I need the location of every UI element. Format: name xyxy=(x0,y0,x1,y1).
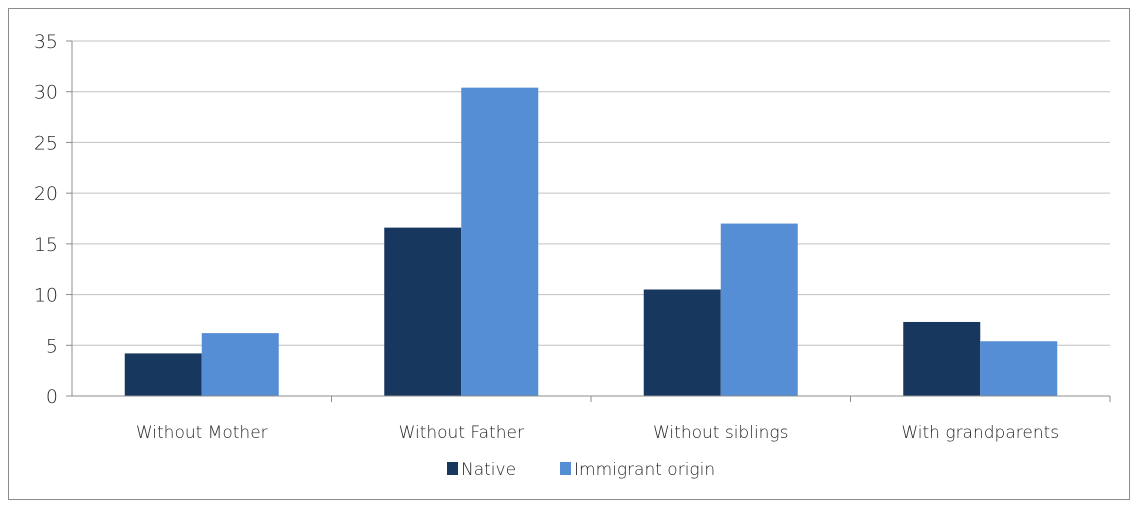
x-category-label: Without Father xyxy=(399,423,524,443)
x-axis-category-labels: Without Mother Without Father Without sibl… xyxy=(136,423,1059,443)
bar-native xyxy=(903,321,981,396)
y-tick-label: 25 xyxy=(34,132,58,154)
bar-native xyxy=(384,227,462,396)
bar-native xyxy=(643,289,721,396)
chart-frame xyxy=(8,8,1130,500)
bar-immigrant-origin xyxy=(980,341,1058,396)
x-axis-category-ticks xyxy=(331,396,1111,402)
y-tick-label: 30 xyxy=(34,82,58,104)
y-tick-label: 5 xyxy=(46,335,58,357)
y-tick-label: 0 xyxy=(46,386,58,408)
x-category-label: Without siblings xyxy=(653,423,789,443)
bars xyxy=(124,87,1058,397)
y-tick-label: 20 xyxy=(34,183,58,205)
legend-swatch xyxy=(447,462,458,475)
legend-label: Native xyxy=(461,460,516,480)
y-tick-label: 10 xyxy=(34,285,58,307)
y-tick-label: 15 xyxy=(34,234,58,256)
legend: Native Immigrant origin xyxy=(447,460,715,480)
y-tick-label: 35 xyxy=(34,31,58,53)
y-axis-ticks: 0 5 10 15 20 25 30 35 xyxy=(34,31,72,408)
x-category-label: With grandparents xyxy=(901,423,1059,443)
legend-label: Immigrant origin xyxy=(574,460,715,480)
x-category-label: Without Mother xyxy=(136,423,268,443)
legend-swatch xyxy=(560,462,571,475)
bar-immigrant-origin xyxy=(461,87,539,397)
gridlines xyxy=(72,40,1110,346)
bar-native xyxy=(124,353,202,396)
bar-immigrant-origin xyxy=(201,333,279,396)
bar-immigrant-origin xyxy=(720,223,798,396)
